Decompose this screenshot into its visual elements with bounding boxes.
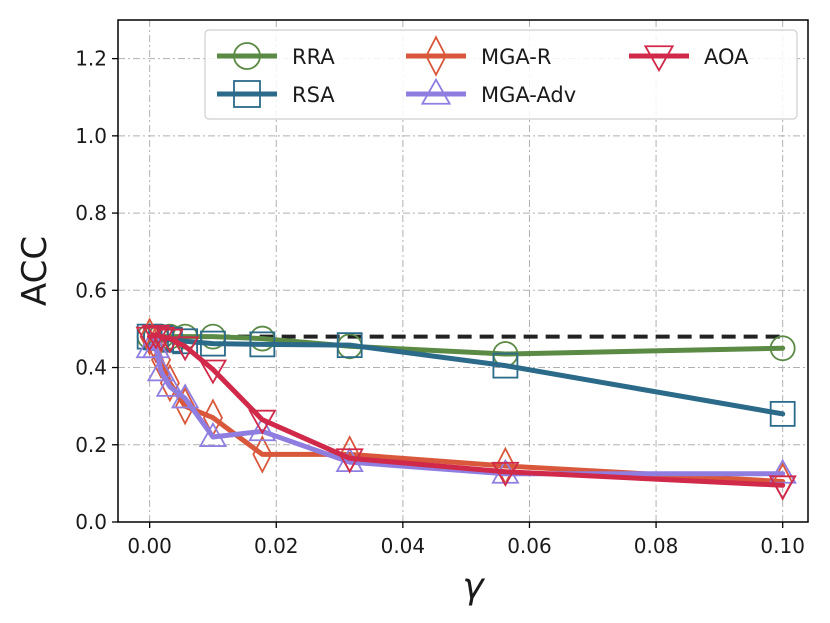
legend: RRA RSA MGA-R MGA-Adv AOA bbox=[204, 29, 798, 120]
data-point bbox=[769, 400, 796, 427]
x-tick-label: 0.02 bbox=[254, 534, 299, 558]
x-tick-label: 0.06 bbox=[507, 534, 552, 558]
data-point bbox=[252, 435, 273, 474]
data-point bbox=[336, 332, 363, 359]
y-axis-label: ACC bbox=[15, 236, 55, 306]
y-tick-label: 0.8 bbox=[75, 201, 107, 225]
data-point bbox=[155, 328, 185, 354]
series-layer bbox=[135, 317, 797, 501]
data-point bbox=[491, 461, 520, 487]
legend-item-aoa: AOA bbox=[629, 45, 749, 73]
axis-ticks: 0.00 0.02 0.04 0.06 0.08 0.10 0.0 0.2 0.4 0.6 0.8 1… bbox=[75, 47, 805, 558]
plot-frame bbox=[117, 19, 809, 523]
legend-marker bbox=[233, 42, 261, 70]
data-point bbox=[139, 317, 160, 357]
data-point bbox=[200, 330, 226, 357]
data-point bbox=[170, 383, 200, 409]
data-point bbox=[155, 371, 185, 397]
data-point bbox=[248, 409, 277, 435]
y-tick-label: 1.2 bbox=[75, 47, 107, 71]
y-tick-label: 1.0 bbox=[75, 124, 107, 148]
data-point bbox=[492, 352, 519, 379]
legend-marker bbox=[425, 35, 447, 77]
legend-item-mga-adv: MGA-Adv bbox=[406, 77, 576, 107]
y-tick-label: 0.0 bbox=[75, 510, 107, 534]
series-line bbox=[147, 345, 786, 477]
data-point bbox=[198, 422, 228, 447]
data-point bbox=[768, 475, 797, 501]
legend-item-rsa: RSA bbox=[217, 80, 335, 108]
data-point bbox=[170, 336, 200, 362]
legend-marker bbox=[233, 80, 261, 108]
legend-label: AOA bbox=[704, 45, 749, 69]
y-tick-label: 0.2 bbox=[75, 433, 107, 457]
legend-label: RRA bbox=[292, 45, 335, 69]
data-point bbox=[769, 335, 796, 362]
legend-marker bbox=[420, 77, 452, 105]
y-tick-label: 0.6 bbox=[75, 278, 107, 302]
data-point bbox=[146, 356, 176, 382]
legend-label: MGA-R bbox=[481, 45, 551, 69]
y-tick-label: 0.4 bbox=[75, 356, 107, 380]
data-point bbox=[175, 386, 196, 426]
data-point bbox=[249, 331, 276, 358]
data-point bbox=[248, 416, 277, 442]
series-aoa bbox=[135, 324, 797, 501]
legend-marker bbox=[643, 45, 675, 73]
legend-item-mga-r: MGA-R bbox=[406, 35, 551, 77]
data-point bbox=[335, 448, 364, 474]
data-point bbox=[768, 458, 797, 484]
x-tick-label: 0.00 bbox=[127, 534, 172, 558]
data-point bbox=[198, 359, 228, 385]
legend-label: RSA bbox=[292, 83, 335, 107]
x-tick-label: 0.08 bbox=[634, 534, 679, 558]
data-point bbox=[146, 326, 176, 352]
x-tick-label: 0.04 bbox=[381, 534, 426, 558]
x-tick-label: 0.10 bbox=[760, 534, 805, 558]
x-axis-label: γ bbox=[462, 566, 485, 607]
legend-item-rra: RRA bbox=[217, 42, 335, 70]
legend-label: MGA-Adv bbox=[481, 83, 576, 107]
